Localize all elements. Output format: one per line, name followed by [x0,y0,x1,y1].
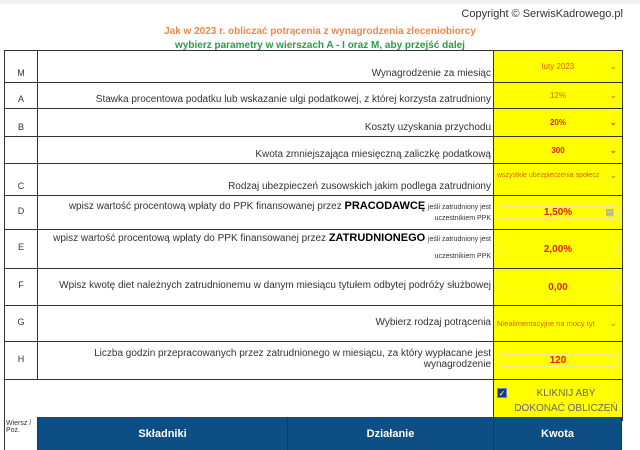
costs-select[interactable]: 20% ⌄ [497,117,619,127]
header-amount: Kwota [494,417,621,450]
row-label: wpisz wartość procentową wpłaty do PPK f… [68,200,342,212]
hours-input[interactable]: 120 [497,354,619,367]
input-value: 120 [549,355,567,366]
row-c: C Rodzaj ubezpieczeń zusowskich jakim pod… [4,163,623,196]
page-subtitle: wybierz parametry w wierszach A - I oraz… [175,40,465,51]
row-letter: F [4,268,38,306]
chevron-down-icon: ⌄ [609,90,617,100]
row-m: M Wynagrodzenie za miesiąc luty 2023 ⌄ [4,50,623,83]
select-value: luty 2023 [541,62,575,71]
row-label-note: jeśli zatrudniony jest uczestnikiem PPK [427,203,491,222]
row-letter: M [4,50,38,83]
row-b: B Koszty uzyskania przychodu 20% ⌄ [4,108,623,137]
copyright: Copyright © SerwisKadrowego.pl [461,8,623,20]
chevron-down-icon: ⌄ [609,61,617,71]
input-value: 2,00% [543,243,573,255]
row-label: Kwota zmniejszająca miesięczną zaliczkę … [37,136,494,164]
row-label-bold: ZATRUDNIONEGO [328,232,426,244]
input-value: 1,50% [543,207,573,218]
calculate-label: KLIKNIJ ABY DOKONAĆ OBLICZEŃ [514,388,618,414]
select-value: Niealimentacyjne na mocy tyt [497,319,595,328]
chevron-down-icon: ⌄ [609,318,617,328]
calculate-checkbox[interactable]: ✓ KLIKNIJ ABY DOKONAĆ OBLICZEŃ [497,382,619,416]
deduction-type-select[interactable]: Niealimentacyjne na mocy tyt ⌄ [497,318,619,328]
row-letter: G [4,305,38,342]
chevron-down-icon: ⌄ [609,170,617,180]
row-label-note: jeśli zatrudniony jest uczestnikiem PPK [427,236,491,260]
page-title: Jak w 2023 r. obliczać potrącenia z wyna… [164,26,476,37]
row-a: A Stawka procentowa podatku lub wskazanie… [4,82,623,109]
employee-ppk-input[interactable]: 2,00% [497,242,619,256]
row-label: Wynagrodzenie za miesiąc [37,50,494,83]
insurance-select[interactable]: wszystkie ubezpieczenia społecz ⌄ [497,170,619,180]
input-value: 0,00 [548,281,568,293]
month-select[interactable]: luty 2023 ⌄ [497,61,619,71]
row-label: Koszty uzyskania przychodu [37,108,494,137]
row-letter: D [4,195,38,230]
header-row-pos: Wiersz / Poz. [5,417,38,450]
calculator-icon: ▤ [605,207,614,217]
chevron-down-icon: ⌄ [609,144,617,155]
select-value: 300 [551,145,565,155]
select-value: wszystkie ubezpieczenia społecz [497,172,600,179]
row-letter: B [4,108,38,137]
reduction-select[interactable]: 300 ⌄ [497,144,619,155]
row-letter: C [4,163,38,196]
row-label-bold: PRACODAWCĘ [344,199,426,212]
row-label: Stawka procentowa podatku lub wskazanie … [37,82,494,109]
row-letter: H [4,341,38,380]
header-components: Składniki [38,417,288,450]
row-label: Rodzaj ubezpieczeń zusowskich jakim podl… [37,163,494,196]
results-header: Wiersz / Poz. Składniki Działanie Kwota [4,417,622,450]
row-g: G Wybierz rodzaj potrącenia Niealimentacyj… [4,305,623,342]
checkbox-checked-icon: ✓ [497,388,507,398]
chevron-down-icon: ⌄ [609,117,617,127]
header-action: Działanie [288,417,494,450]
select-value: 20% [549,118,566,127]
row-h: H Liczba godzin przepracowanych przez zat… [4,341,623,380]
row-label: wpisz wartość procentową wpłaty do PPK f… [53,233,327,244]
select-value: 12% [549,91,566,100]
row-label: Wybierz rodzaj potrącenia [37,305,494,342]
row-letter [4,136,38,164]
row-letter: E [4,229,38,269]
parameters-table: M Wynagrodzenie za miesiąc luty 2023 ⌄ A Sta… [4,50,623,421]
row-calculate: ✓ KLIKNIJ ABY DOKONAĆ OBLICZEŃ [4,379,623,421]
row-f: F Wpisz kwotę diet należnych zatrudnionem… [4,268,623,306]
row-label: Wpisz kwotę diet należnych zatrudnionemu… [37,268,494,306]
row-reduction: Kwota zmniejszająca miesięczną zaliczkę … [4,136,623,164]
employer-ppk-input[interactable]: 1,50% ▤ [497,206,619,219]
top-bar [0,0,640,4]
row-label: Liczba godzin przepracowanych przez zatr… [37,341,494,380]
tax-rate-select[interactable]: 12% ⌄ [497,90,619,100]
row-letter: A [4,82,38,109]
diet-input[interactable]: 0,00 [497,280,619,294]
